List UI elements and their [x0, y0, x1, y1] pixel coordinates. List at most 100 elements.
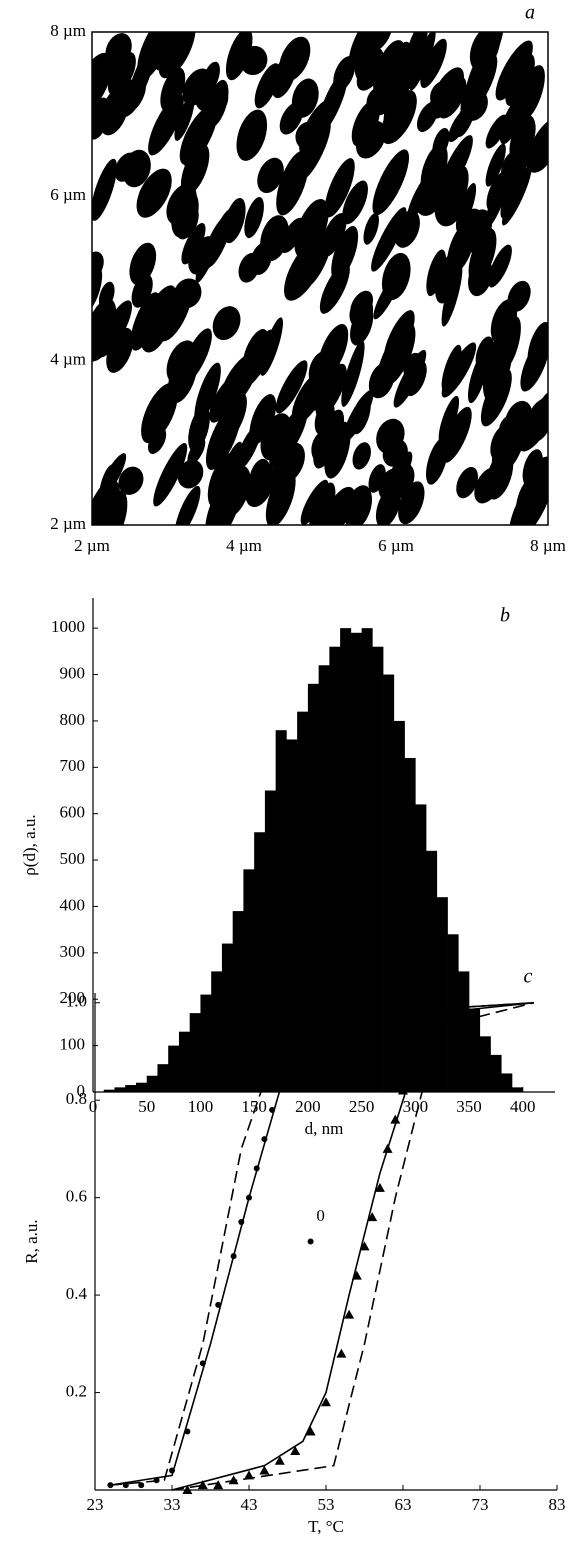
domain-blob	[420, 38, 447, 89]
domain-blob	[99, 464, 117, 504]
domain-blob	[92, 52, 112, 112]
point	[138, 1482, 145, 1489]
domain-blob	[456, 466, 478, 499]
domain-blob	[383, 310, 415, 366]
point	[274, 1455, 285, 1465]
domain-blob	[525, 134, 548, 173]
domain-blob	[320, 213, 347, 257]
domain-blob	[92, 158, 117, 221]
domain-blob	[485, 143, 506, 187]
domain-blob	[502, 165, 532, 226]
y-tick-label: 500	[60, 849, 86, 868]
histogram-bar	[178, 1031, 190, 1092]
histogram-bar	[512, 1087, 524, 1092]
histogram-bar	[404, 758, 416, 1092]
histogram-bar	[103, 1089, 115, 1092]
domain-blob	[239, 45, 268, 76]
domain-blob	[488, 244, 512, 288]
domain-blob	[137, 32, 173, 80]
domain-blob	[324, 486, 356, 525]
domain-blob	[373, 40, 407, 101]
domain-blob	[344, 485, 373, 525]
domain-blob	[527, 321, 548, 370]
domain-blob	[195, 217, 226, 283]
histogram-bar	[426, 850, 438, 1092]
domain-blob	[92, 480, 120, 525]
y-tick-label: 400	[60, 895, 86, 914]
y-tick-label: 1000	[51, 617, 85, 636]
panel-label: a	[525, 2, 535, 24]
domain-blob	[350, 290, 374, 320]
domain-blob	[319, 262, 350, 314]
x-tick-label: 50	[138, 1097, 155, 1116]
x-tick-label: 200	[295, 1097, 321, 1116]
point	[351, 1270, 362, 1280]
point	[428, 1026, 439, 1036]
point	[276, 1077, 283, 1084]
histogram-bar	[383, 674, 395, 1092]
y-tick-label: 0.6	[66, 1187, 87, 1206]
domain-blob	[317, 71, 348, 134]
domain-blob	[271, 53, 297, 99]
point	[261, 1136, 268, 1143]
domain-blob	[225, 32, 253, 81]
domain-blob	[244, 197, 264, 239]
y-tick-label: 800	[60, 710, 86, 729]
domain-blob	[458, 208, 485, 245]
point	[382, 1143, 393, 1153]
x-tick-label: 150	[241, 1097, 267, 1116]
domain-blob	[272, 413, 298, 479]
point	[444, 1012, 455, 1022]
point	[238, 1219, 245, 1226]
x-tick-label: 250	[349, 1097, 375, 1116]
domain-blob	[183, 117, 215, 167]
domain-blob	[313, 409, 345, 469]
domain-blob	[118, 466, 144, 495]
curve	[171, 1001, 534, 1491]
y-tick-label: 4 µm	[50, 350, 86, 369]
y-tick-label: 0.4	[66, 1284, 88, 1303]
domain-blob	[131, 274, 153, 308]
domain-blob	[141, 383, 178, 444]
x-axis-label: T, °C	[308, 1517, 344, 1536]
domain-blob	[209, 376, 239, 423]
histogram-bar	[340, 628, 352, 1092]
domain-blob	[173, 278, 202, 309]
point	[305, 1426, 316, 1436]
domain-blob	[324, 158, 355, 218]
domain-blob	[194, 362, 221, 424]
domain-blob	[92, 267, 103, 311]
domain-blob	[366, 86, 394, 116]
x-tick-label: 63	[395, 1495, 412, 1514]
domain-blob	[175, 204, 199, 240]
domain-blob	[376, 418, 405, 454]
domain-blob	[409, 32, 436, 91]
domain-blob	[486, 170, 512, 212]
x-tick-label: 33	[164, 1495, 181, 1514]
domain-blob	[537, 391, 548, 426]
point	[215, 1301, 222, 1308]
panel-label: c	[524, 966, 533, 988]
domain-blob	[420, 143, 448, 196]
domain-blob	[516, 65, 545, 122]
domain-blob	[342, 180, 368, 225]
domain-blob	[284, 237, 326, 301]
histogram-bar	[168, 1045, 180, 1092]
point	[367, 1212, 378, 1222]
domain-blob	[174, 95, 195, 141]
point	[307, 1024, 314, 1031]
x-tick-label: 6 µm	[378, 536, 414, 555]
domain-blob	[352, 442, 371, 470]
point	[321, 1397, 331, 1407]
x-tick-label: 23	[87, 1495, 104, 1514]
x-tick-label: 43	[241, 1495, 258, 1514]
domain-blob	[205, 478, 241, 525]
domain-blob	[160, 67, 186, 112]
point	[390, 1114, 401, 1124]
histogram-bar	[157, 1064, 169, 1092]
histogram-bar	[211, 971, 223, 1092]
y-tick-label: 900	[60, 663, 86, 682]
x-tick-label: 300	[403, 1097, 429, 1116]
y-tick-label: 0.2	[66, 1381, 87, 1400]
